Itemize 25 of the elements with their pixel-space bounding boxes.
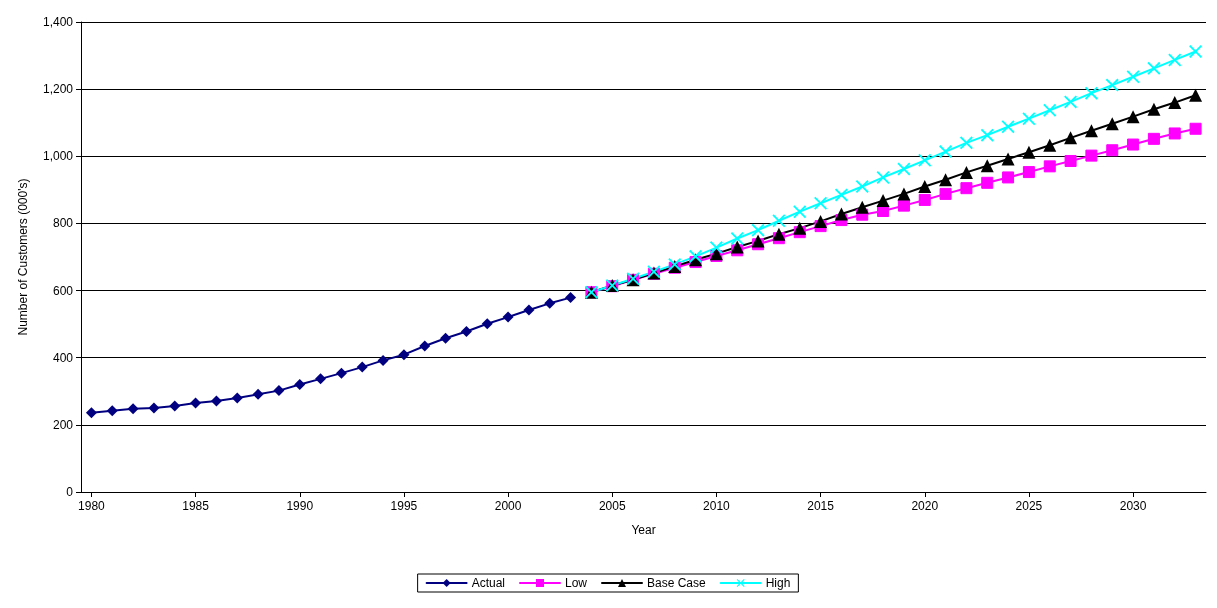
x-tick-label: 2015	[807, 499, 835, 513]
legend-label: Low	[564, 576, 588, 590]
y-tick-label: 1,200	[42, 82, 74, 97]
x-axis-title: Year	[631, 523, 656, 537]
y-tick-label: 200	[52, 417, 74, 432]
y-tick-label: 800	[52, 216, 74, 231]
x-tick-label: 1985	[182, 499, 210, 513]
legend-label: Actual	[471, 576, 505, 590]
x-tick-label: 2030	[1119, 499, 1147, 513]
x-tick-label: 1995	[390, 499, 418, 513]
y-axis-title: Number of Customers (000's)	[16, 178, 30, 336]
x-tick-label: 2010	[703, 499, 731, 513]
y-tick-label: 400	[52, 350, 74, 365]
legend-label: Base Case	[646, 576, 707, 590]
legend-label: High	[765, 576, 791, 590]
x-tick-label: 2025	[1015, 499, 1043, 513]
x-tick-label: 1980	[78, 499, 106, 513]
y-tick-label: 1,000	[42, 149, 74, 164]
x-tick-label: 2005	[598, 499, 626, 513]
y-tick-label: 0	[66, 485, 74, 499]
x-tick-label: 2020	[911, 499, 939, 513]
y-tick-label: 600	[52, 283, 74, 298]
y-tick-label: 1,400	[42, 15, 74, 29]
x-tick-label: 2000	[494, 499, 522, 513]
x-tick-label: 1990	[286, 499, 314, 513]
